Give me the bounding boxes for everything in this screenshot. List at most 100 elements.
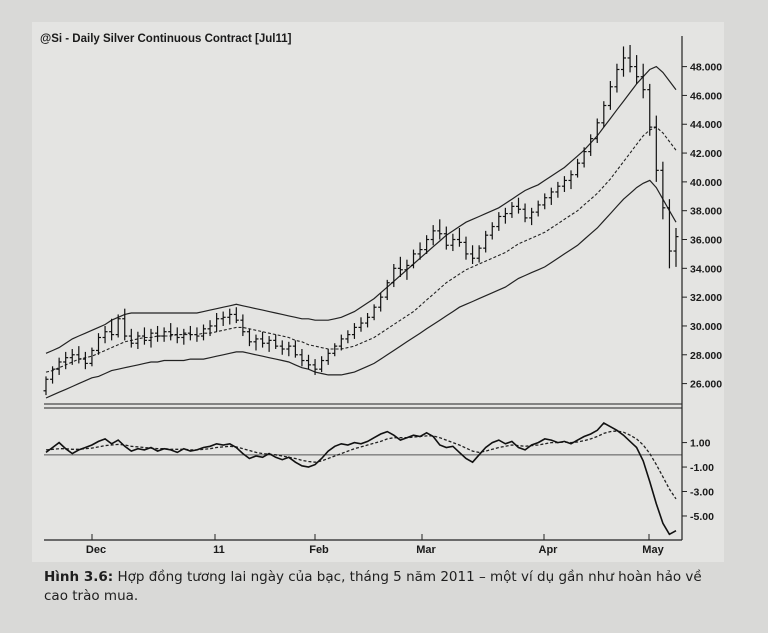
lower-band-line xyxy=(45,179,677,399)
price-bar xyxy=(141,327,147,345)
price-bar xyxy=(365,312,371,328)
price-bar xyxy=(43,376,49,396)
price-bar xyxy=(581,147,587,168)
price-bar xyxy=(253,334,259,351)
price-bar xyxy=(607,81,613,110)
price-bar xyxy=(509,202,515,218)
y-tick-label: 48.000 xyxy=(690,62,722,74)
price-bar xyxy=(640,63,646,99)
price-bar xyxy=(214,312,220,332)
price-bar xyxy=(529,207,535,226)
y-tick-label: 34.000 xyxy=(690,263,722,275)
y-tick-label: 36.000 xyxy=(690,235,722,247)
x-tick-label: Apr xyxy=(539,544,559,556)
chart-title: @Si - Daily Silver Continuous Contract [… xyxy=(40,33,292,45)
x-tick-label: 11 xyxy=(213,544,225,556)
price-bar xyxy=(522,203,528,223)
price-bar xyxy=(601,101,607,128)
price-bar xyxy=(181,328,187,345)
price-bar xyxy=(666,199,672,269)
y-tick-label: 42.000 xyxy=(690,148,722,160)
osc-tick-label: -3.00 xyxy=(690,487,714,499)
price-bar xyxy=(299,349,305,367)
price-bar xyxy=(437,219,443,240)
price-bar xyxy=(384,279,390,301)
price-bar xyxy=(561,176,567,192)
price-bar xyxy=(594,118,600,143)
price-bar xyxy=(470,245,476,265)
price-bar xyxy=(653,115,659,182)
price-bar xyxy=(286,341,292,357)
price-bar xyxy=(109,318,115,341)
price-bar xyxy=(233,307,239,324)
price-bar xyxy=(627,45,633,73)
price-bar xyxy=(312,359,318,375)
price-bar xyxy=(542,193,548,210)
price-bar xyxy=(660,161,666,220)
price-bar xyxy=(201,324,206,341)
price-bar xyxy=(417,242,423,260)
price-bar xyxy=(174,327,180,344)
price-bar xyxy=(496,212,502,231)
price-bar xyxy=(424,235,430,254)
price-bar xyxy=(102,325,108,344)
price-bar xyxy=(351,323,357,339)
y-tick-label: 44.000 xyxy=(690,119,722,131)
price-bar xyxy=(502,207,508,224)
price-bar xyxy=(614,63,620,93)
price-bar xyxy=(227,308,233,325)
price-bar xyxy=(194,327,200,342)
y-tick-label: 28.000 xyxy=(690,350,722,362)
price-bar xyxy=(76,346,82,364)
price-bar xyxy=(128,328,134,348)
y-tick-label: 32.000 xyxy=(690,292,722,304)
price-bar xyxy=(82,351,88,370)
price-bar xyxy=(325,349,331,365)
price-bar xyxy=(555,181,561,198)
price-bar xyxy=(456,227,462,247)
price-bar xyxy=(319,356,325,373)
price-bar xyxy=(535,200,541,217)
price-bar xyxy=(155,325,161,342)
price-bar xyxy=(371,304,377,321)
price-bar xyxy=(647,83,653,136)
price-bar xyxy=(673,227,679,267)
price-bar xyxy=(483,230,489,253)
price-bar xyxy=(50,366,56,384)
price-bar xyxy=(246,328,252,347)
price-bar xyxy=(115,314,121,338)
osc-tick-label: 1.00 xyxy=(690,438,711,450)
price-bar xyxy=(476,245,482,263)
y-tick-label: 40.000 xyxy=(690,177,722,189)
x-tick-label: Mar xyxy=(416,544,436,556)
price-bar xyxy=(161,327,167,342)
price-bar xyxy=(96,333,101,355)
price-bar xyxy=(292,340,298,358)
price-bar xyxy=(63,351,69,370)
price-bar xyxy=(634,55,640,84)
price-bar xyxy=(397,256,403,277)
osc-tick-label: -1.00 xyxy=(690,462,714,474)
price-bar xyxy=(187,325,193,341)
y-tick-label: 26.000 xyxy=(690,379,722,391)
chart-paper xyxy=(32,22,724,562)
price-bar xyxy=(266,336,272,352)
price-bar xyxy=(332,343,338,357)
price-bar xyxy=(516,197,521,214)
price-bar xyxy=(443,226,449,250)
price-bar xyxy=(69,349,75,365)
figure-caption: Hình 3.6: Hợp đồng tương lai ngày của bạ… xyxy=(44,568,724,606)
price-bar xyxy=(450,233,456,252)
price-bar xyxy=(548,187,554,205)
price-bar xyxy=(220,311,226,326)
price-bar xyxy=(56,357,62,375)
price-bar xyxy=(273,334,279,350)
price-bar xyxy=(391,264,397,288)
price-bar xyxy=(338,334,344,351)
price-bar xyxy=(588,134,594,156)
price-bar xyxy=(358,317,364,332)
price-bar xyxy=(404,259,410,280)
price-bar xyxy=(306,354,311,370)
osc-tick-label: -5.00 xyxy=(690,511,714,523)
price-bar xyxy=(430,225,436,246)
